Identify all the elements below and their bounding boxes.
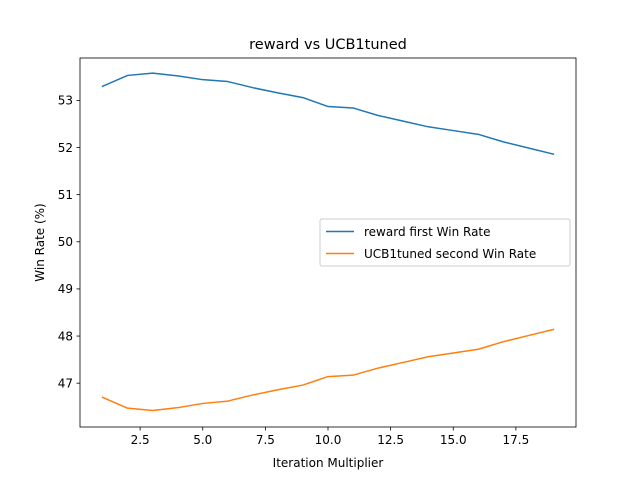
y-tick-label: 53 xyxy=(58,94,73,108)
series-line-1 xyxy=(101,328,555,412)
plot-frame xyxy=(79,57,577,428)
x-tick-label: 10.0 xyxy=(315,433,342,447)
x-tick-label: 7.5 xyxy=(256,433,275,447)
x-tick-label: 15.0 xyxy=(440,433,467,447)
legend-box xyxy=(319,218,571,267)
series-layer xyxy=(101,72,555,412)
x-tick-label: 2.5 xyxy=(131,433,150,447)
y-tick-label: 47 xyxy=(58,376,73,390)
y-tick-label: 50 xyxy=(58,235,73,249)
chart-title: reward vs UCB1tuned xyxy=(249,37,407,53)
series-line-0 xyxy=(101,72,555,156)
x-tick-label: 17.5 xyxy=(503,433,530,447)
legend-label-ucb1tuned-second: UCB1tuned second Win Rate xyxy=(364,247,536,261)
y-tick-label: 52 xyxy=(58,141,73,155)
x-axis-ticks: 2.5 5.0 7.5 10.0 12.5 15.0 17.5 xyxy=(131,427,530,447)
x-tick-label: 5.0 xyxy=(193,433,212,447)
y-tick-label: 51 xyxy=(58,188,73,202)
legend: reward first Win Rate UCB1tuned second W… xyxy=(319,218,571,267)
x-axis-label: Iteration Multiplier xyxy=(273,456,384,470)
legend-label-reward-first: reward first Win Rate xyxy=(364,225,491,239)
y-tick-label: 49 xyxy=(58,282,73,296)
y-tick-label: 48 xyxy=(58,329,73,343)
y-axis-ticks: 47 48 49 50 51 52 53 xyxy=(58,94,80,390)
x-tick-label: 12.5 xyxy=(377,433,404,447)
y-axis-label: Win Rate (%) xyxy=(33,203,47,281)
